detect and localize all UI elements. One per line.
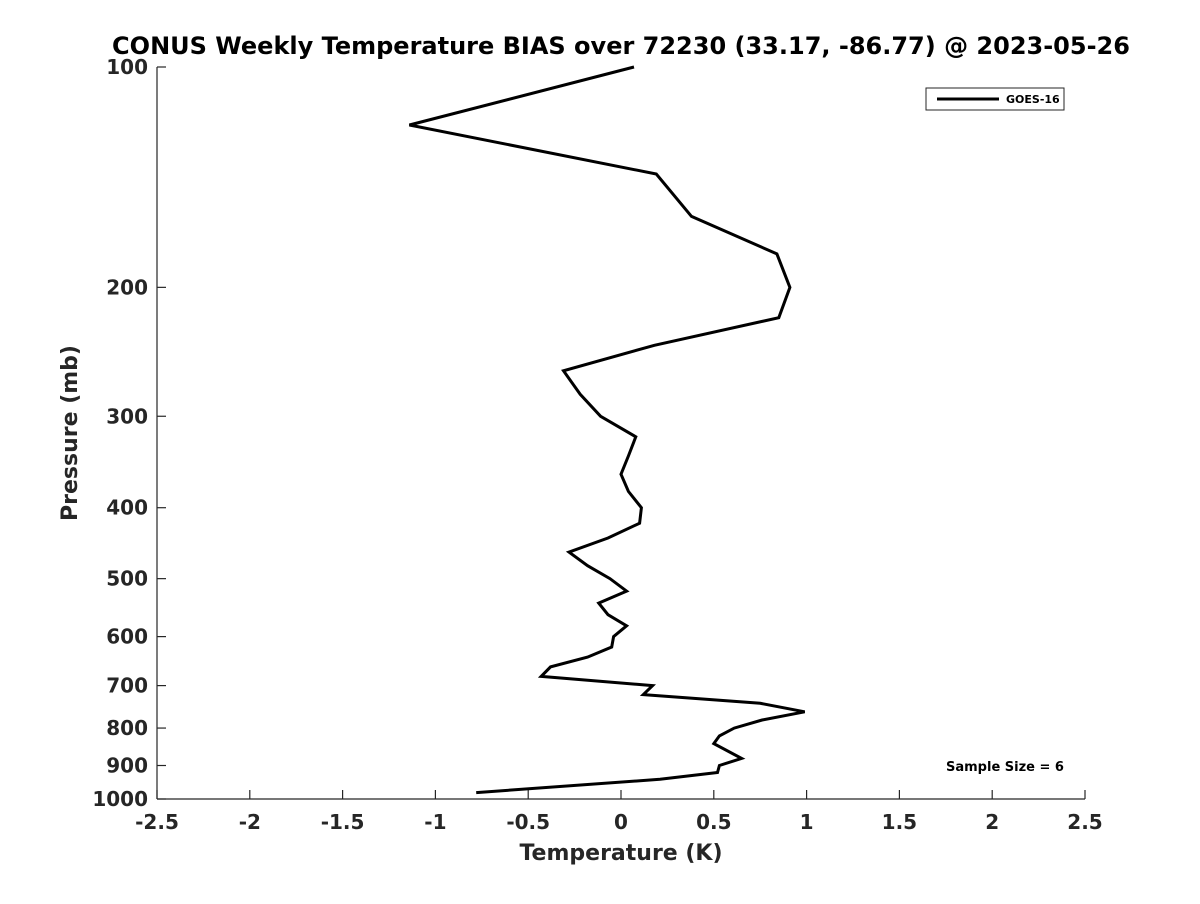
x-tick-label: -2: [239, 810, 261, 834]
x-tick-label: -1.5: [321, 810, 365, 834]
y-tick-label: 600: [106, 625, 148, 649]
x-tick-label: -0.5: [506, 810, 550, 834]
x-tick-label: -1: [424, 810, 446, 834]
x-tick-label: 0.5: [696, 810, 731, 834]
y-axis-label: Pressure (mb): [58, 345, 83, 521]
x-tick-label: -2.5: [135, 810, 179, 834]
y-tick-label: 100: [106, 55, 148, 79]
y-tick-label: 700: [106, 674, 148, 698]
y-tick-label: 800: [106, 716, 148, 740]
x-axis-label: Temperature (K): [519, 841, 722, 866]
legend-entry-goes-16: GOES-16: [1006, 93, 1060, 106]
axes: [156, 67, 1085, 800]
legend: GOES-16: [925, 87, 1065, 111]
sample-size-annotation: Sample Size = 6: [946, 760, 1064, 775]
y-tick-label: 900: [106, 754, 148, 778]
x-tick-label: 1: [800, 810, 814, 834]
y-tick-label: 300: [106, 404, 148, 428]
y-tick-label: 400: [106, 496, 148, 520]
y-tick-label: 200: [106, 275, 148, 299]
chart-title: CONUS Weekly Temperature BIAS over 72230…: [112, 32, 1130, 60]
x-tick-label: 2.5: [1067, 810, 1102, 834]
series-line-goes-16: [409, 65, 805, 795]
x-tick-label: 1.5: [882, 810, 917, 834]
y-tick-label: 1000: [92, 787, 148, 811]
y-tick-label: 500: [106, 567, 148, 591]
x-tick-label: 2: [985, 810, 999, 834]
x-tick-label: 0: [614, 810, 628, 834]
